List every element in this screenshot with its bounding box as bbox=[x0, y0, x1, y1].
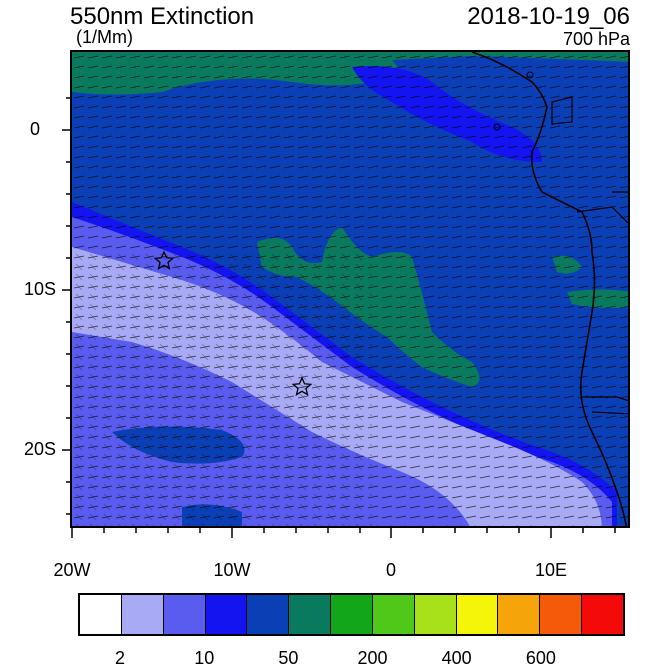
map-panel bbox=[70, 50, 630, 528]
coastline bbox=[471, 52, 628, 526]
star-marker bbox=[153, 250, 175, 270]
colorbar-swatch bbox=[414, 595, 457, 634]
colorbar-swatch bbox=[121, 595, 164, 634]
country-border bbox=[576, 206, 628, 224]
colorbar-swatch bbox=[163, 595, 206, 634]
colorbar-tick-label: 10 bbox=[194, 648, 215, 668]
map-title: 550nm Extinction bbox=[70, 3, 255, 30]
colorbar-swatch bbox=[540, 595, 583, 634]
lon-label-10w: 10W bbox=[213, 560, 251, 580]
wind-vectors-south bbox=[72, 252, 372, 526]
lon-label-10e: 10E bbox=[534, 560, 568, 580]
colorbar-tick-label: 600 bbox=[525, 648, 556, 668]
island bbox=[493, 123, 501, 131]
colorbar-swatch bbox=[498, 595, 541, 634]
colorbar-swatch bbox=[456, 595, 499, 634]
lat-label-0: 0 bbox=[29, 119, 40, 139]
datetime-label: 2018-10-19_06 bbox=[467, 3, 630, 30]
map-canvas bbox=[72, 52, 628, 526]
colorbar-swatch bbox=[205, 595, 248, 634]
lat-label-20s: 20S bbox=[23, 439, 56, 459]
colorbar-swatch bbox=[372, 595, 415, 634]
country-border bbox=[582, 396, 628, 402]
colorbar-swatch bbox=[289, 595, 332, 634]
colorbar-tick-label: 2 bbox=[115, 648, 126, 668]
star-marker bbox=[291, 376, 313, 396]
lat-label-10s: 10S bbox=[23, 279, 56, 299]
colorbar-swatch bbox=[331, 595, 373, 634]
island bbox=[526, 71, 534, 79]
lon-label-0: 0 bbox=[385, 560, 397, 580]
colorbar-tick-label: 200 bbox=[357, 648, 388, 668]
country-border bbox=[551, 96, 573, 125]
colorbar-swatch bbox=[247, 595, 290, 634]
colorbar-tick-label: 400 bbox=[441, 648, 472, 668]
colorbar bbox=[78, 593, 625, 636]
lon-label-20w: 20W bbox=[53, 560, 91, 580]
colorbar-tick-label: 50 bbox=[278, 648, 299, 668]
axis-ticks bbox=[62, 97, 616, 538]
pressure-level-label: 700 hPa bbox=[562, 29, 630, 49]
units-label: (1/Mm) bbox=[76, 27, 133, 47]
colorbar-swatch bbox=[80, 595, 122, 634]
colorbar-swatch bbox=[582, 595, 623, 634]
country-border bbox=[591, 411, 628, 415]
